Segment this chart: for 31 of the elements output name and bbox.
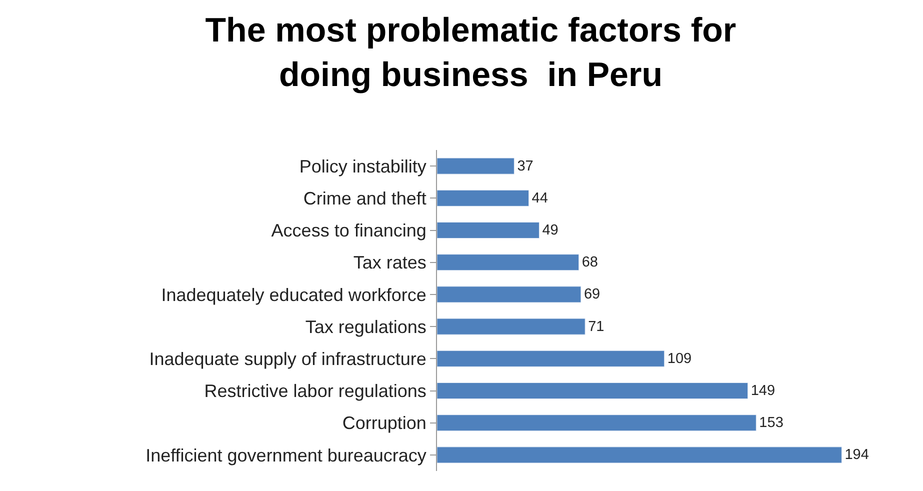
data-label: 69 xyxy=(584,286,600,303)
y-tick-label: Corruption xyxy=(342,413,426,434)
data-label: 68 xyxy=(582,254,598,271)
y-tick-label: Restrictive labor regulations xyxy=(204,381,426,402)
data-label: 194 xyxy=(844,447,869,464)
y-tick-label: Inadequate supply of infrastructure xyxy=(149,348,426,369)
y-tick-label: Tax regulations xyxy=(305,316,426,337)
y-tick-label: Inadequately educated workforce xyxy=(161,284,426,305)
bar xyxy=(437,222,540,239)
chart-title: The most problematic factors for doing business in Peru xyxy=(205,12,736,94)
bar xyxy=(437,414,756,432)
data-label: 71 xyxy=(588,318,604,335)
bar xyxy=(437,446,842,464)
data-label: 153 xyxy=(759,415,784,432)
bar xyxy=(437,350,665,367)
y-tick-label: Tax rates xyxy=(353,252,426,273)
data-label: 37 xyxy=(517,158,534,174)
data-label: 149 xyxy=(750,382,776,399)
bar xyxy=(437,190,530,206)
bar xyxy=(437,254,580,271)
data-label: 44 xyxy=(532,190,548,206)
data-label: 49 xyxy=(542,222,558,238)
bar xyxy=(437,286,582,303)
y-tick-label: Crime and theft xyxy=(303,188,426,208)
y-tick-label: Inefficient government bureaucracy xyxy=(146,445,426,466)
bar xyxy=(437,318,586,335)
y-tick-label: Policy instability xyxy=(299,156,426,176)
bar xyxy=(437,382,748,400)
bar xyxy=(437,158,514,174)
data-label: 109 xyxy=(667,350,692,367)
y-tick-label: Access to financing xyxy=(271,220,426,241)
